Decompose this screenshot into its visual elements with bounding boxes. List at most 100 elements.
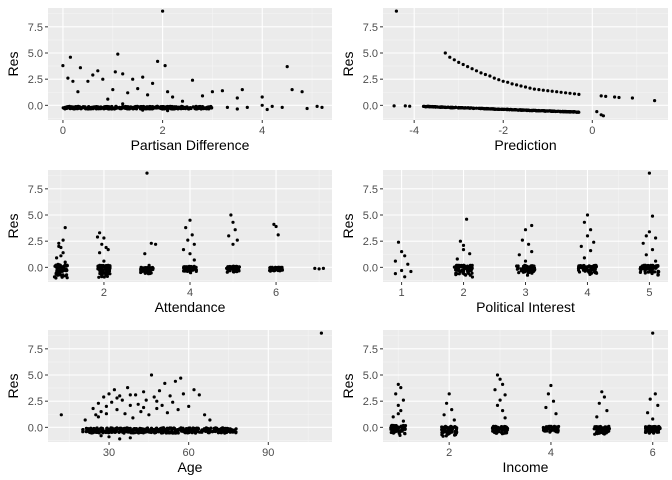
data-point [188, 426, 192, 430]
data-point [591, 264, 595, 268]
x-tick-label: 3 [522, 287, 528, 299]
data-point [104, 265, 108, 269]
x-tick-label: 0 [589, 125, 595, 137]
data-point [450, 408, 454, 412]
data-point [520, 238, 525, 242]
data-point [165, 429, 169, 433]
data-point [147, 430, 151, 434]
data-point [278, 268, 282, 272]
data-point [585, 213, 590, 217]
data-point [392, 427, 396, 431]
data-point [594, 430, 599, 435]
data-point [453, 425, 457, 429]
data-point [156, 106, 160, 110]
data-point [396, 382, 400, 386]
data-point [260, 95, 264, 99]
data-point [77, 105, 82, 109]
data-point [462, 106, 466, 110]
data-point [162, 429, 167, 433]
data-point [114, 106, 119, 110]
points-group [393, 171, 661, 279]
data-point [100, 242, 104, 246]
data-point [61, 274, 65, 278]
data-point [400, 250, 404, 254]
data-point [87, 107, 91, 111]
data-point [119, 428, 123, 432]
x-axis-title: Income [503, 459, 549, 475]
data-point [197, 393, 201, 397]
data-point [183, 430, 187, 434]
x-tick-label: 4 [584, 287, 590, 299]
data-point [157, 389, 162, 393]
data-point [440, 431, 444, 435]
data-point [523, 263, 527, 267]
data-point [513, 108, 517, 112]
data-point [454, 268, 458, 272]
data-point [482, 107, 487, 111]
data-point [57, 244, 61, 248]
data-point [650, 248, 655, 252]
data-point [76, 90, 80, 94]
data-point [223, 428, 227, 432]
data-point [393, 259, 397, 263]
y-tick-label: 7.5 [363, 184, 378, 196]
data-point [592, 268, 596, 272]
data-point [521, 270, 526, 274]
data-point [547, 424, 552, 428]
data-point [227, 234, 231, 238]
data-point [546, 89, 550, 93]
data-point [161, 9, 165, 13]
data-point [442, 413, 446, 417]
data-point [498, 377, 502, 381]
data-point [118, 437, 122, 441]
data-point [587, 268, 592, 272]
data-point [184, 226, 188, 230]
data-point [492, 76, 496, 80]
data-point [577, 92, 581, 96]
data-point [152, 395, 156, 399]
data-point [585, 234, 590, 238]
data-point [131, 77, 135, 81]
data-point [227, 267, 231, 271]
data-point [91, 406, 95, 411]
data-point [657, 428, 661, 432]
data-point [427, 105, 431, 109]
data-point [647, 431, 652, 435]
data-point [649, 267, 653, 271]
data-point [568, 110, 573, 114]
data-point [235, 107, 239, 111]
data-point [63, 226, 67, 230]
data-point [589, 249, 593, 253]
data-point [579, 244, 583, 248]
data-point [285, 65, 289, 69]
data-point [107, 435, 111, 439]
data-point [601, 114, 606, 118]
data-point [98, 231, 102, 235]
data-point [503, 393, 507, 397]
data-point [182, 269, 186, 273]
data-point [234, 265, 238, 269]
data-point [235, 96, 239, 100]
data-point [96, 401, 100, 405]
data-point [317, 267, 321, 271]
data-point [457, 267, 461, 271]
scatter-panel-1: 0.0 2.5 5.0 7.5 0 2 4 Partisan Difference Res [5, 8, 332, 153]
data-point [134, 393, 138, 397]
data-point [525, 273, 530, 277]
data-point [63, 107, 67, 111]
data-point [96, 69, 100, 73]
data-point [452, 58, 456, 62]
data-point [572, 92, 577, 96]
data-point [160, 403, 164, 407]
data-point [595, 110, 599, 114]
data-point [171, 400, 175, 404]
data-point [94, 413, 98, 417]
data-point [494, 431, 498, 435]
data-point [392, 104, 396, 108]
y-tick-label: 0.0 [363, 100, 378, 112]
data-point [209, 426, 213, 430]
y-axis-title: Res [5, 52, 21, 77]
data-point [544, 109, 548, 113]
data-point [452, 418, 456, 422]
data-point [200, 94, 205, 98]
